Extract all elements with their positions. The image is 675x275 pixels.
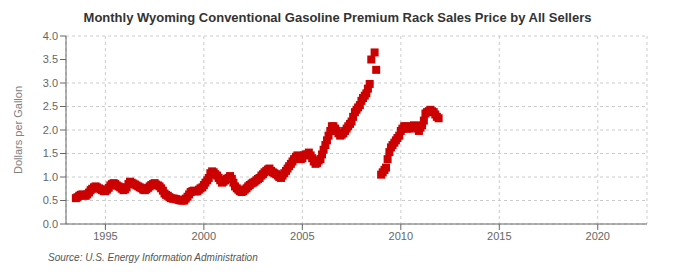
html-text:Source: U.S. Energy Informatio: Source: U.S. Energy Information Administ…	[48, 252, 258, 263]
svg-text:2010: 2010	[389, 230, 413, 242]
html-text:Monthly Wyoming Conventional G: Monthly Wyoming Conventional Gasoline Pr…	[83, 10, 592, 25]
svg-text:2.0: 2.0	[43, 124, 58, 136]
svg-text:1.0: 1.0	[43, 171, 58, 183]
svg-text:2005: 2005	[290, 230, 314, 242]
svg-text:2020: 2020	[586, 230, 610, 242]
svg-text:4.0: 4.0	[43, 30, 58, 42]
svg-text:2000: 2000	[192, 230, 216, 242]
svg-text:0.0: 0.0	[43, 218, 58, 230]
svg-text:1.5: 1.5	[43, 147, 58, 159]
svg-text:0.5: 0.5	[43, 194, 58, 206]
svg-text:Dollars per Gallon: Dollars per Gallon	[12, 86, 24, 174]
svg-text:2015: 2015	[487, 230, 511, 242]
svg-text:3.5: 3.5	[43, 53, 58, 65]
svg-text:3.0: 3.0	[43, 77, 58, 89]
svg-text:2.5: 2.5	[43, 100, 58, 112]
svg-text:1995: 1995	[93, 230, 117, 242]
